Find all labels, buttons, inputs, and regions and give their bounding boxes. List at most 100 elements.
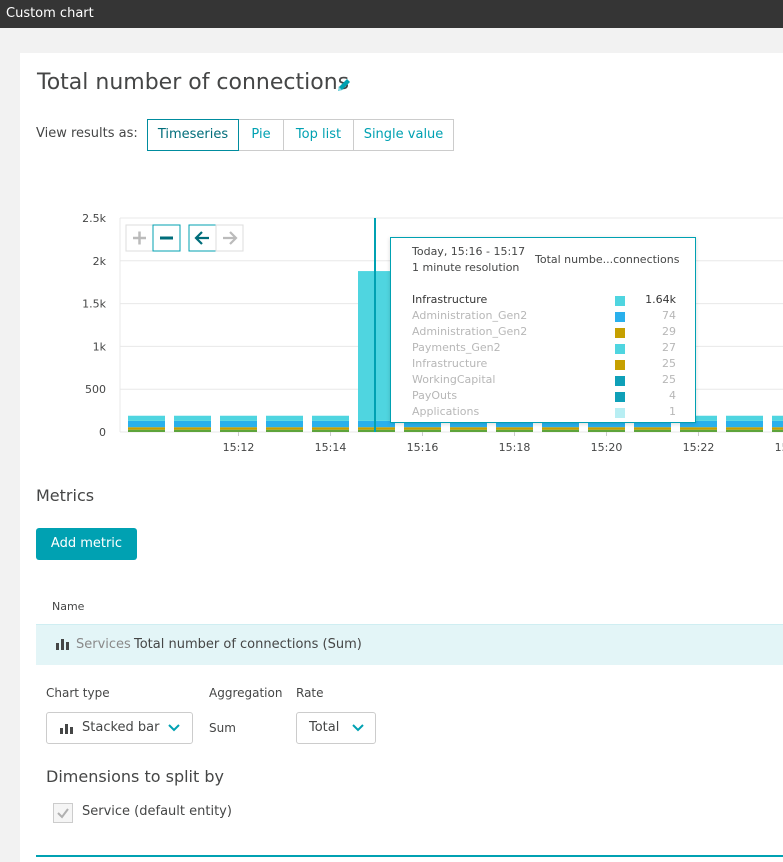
tooltip-row: Infrastructure 25 [412, 357, 678, 373]
tooltip-row-name: PayOuts [412, 389, 458, 402]
bar-segment [680, 427, 717, 430]
tooltip-resolution: 1 minute resolution [412, 261, 520, 274]
x-tick-label: 15:24 [775, 441, 783, 454]
bar-segment [772, 415, 783, 421]
x-tick-label: 15:16 [407, 441, 439, 454]
y-tick-label: 1.5k [82, 298, 106, 311]
view-pie-button[interactable]: Pie [238, 119, 284, 151]
y-tick-label: 1k [93, 340, 107, 353]
plus-icon[interactable] [125, 224, 154, 252]
bar-segment [726, 427, 763, 430]
tooltip-row-swatch [615, 328, 625, 338]
tooltip-row-value: 25 [662, 357, 676, 370]
metric-row[interactable]: Services Total number of connections (Su… [36, 624, 783, 665]
x-tick-label: 15:20 [591, 441, 623, 454]
tooltip-row: WorkingCapital 25 [412, 373, 678, 389]
tooltip-row-swatch [615, 360, 625, 370]
bar-segment [634, 420, 671, 428]
x-tick-label: 15:18 [499, 441, 531, 454]
bar-segment [726, 420, 763, 428]
bar-segment [358, 271, 395, 421]
bar-segment [220, 420, 257, 428]
dimensions-heading: Dimensions to split by [46, 767, 224, 786]
tooltip-date: Today, 15:16 - 15:17 [412, 245, 526, 258]
view-timeseries-button[interactable]: Timeseries [147, 119, 239, 151]
bar-segment [128, 427, 165, 430]
bar-segment [358, 427, 395, 430]
bar-segment [358, 429, 395, 432]
bar-segment [450, 429, 487, 432]
bar-segment [496, 420, 533, 428]
add-metric-button[interactable]: Add metric [36, 528, 137, 560]
dimension-checkbox[interactable] [53, 803, 73, 823]
bar-segment [174, 427, 211, 430]
rate-value: Total [309, 720, 340, 735]
tooltip-row-name: Infrastructure [412, 357, 488, 370]
bar-segment [726, 415, 763, 421]
bar-segment [220, 415, 257, 421]
checkmark-icon [57, 808, 69, 819]
tooltip-row-name: Payments_Gen2 [412, 341, 501, 354]
arrow-left-icon[interactable] [188, 224, 217, 252]
bar-segment [174, 415, 211, 421]
chart-type-value: Stacked bar [82, 720, 160, 735]
tooltip-row-swatch [615, 312, 625, 322]
aggregation-value: Sum [209, 721, 236, 735]
tooltip-row-swatch [615, 392, 625, 402]
bar-segment [496, 429, 533, 432]
x-tick-label: 15:14 [315, 441, 347, 454]
tooltip-row-value: 1.64k [645, 293, 676, 306]
bar-segment [542, 427, 579, 430]
view-toplist-button[interactable]: Top list [283, 119, 354, 151]
y-tick-label: 2.5k [82, 212, 106, 225]
arrow-right-icon[interactable] [215, 224, 244, 252]
bar-segment [404, 429, 441, 432]
bar-segment [680, 420, 717, 428]
chart-type-select[interactable]: Stacked bar [46, 712, 193, 744]
bar-segment [680, 415, 717, 421]
tooltip-row-value: 27 [662, 341, 676, 354]
tooltip-row: Administration_Gen2 74 [412, 309, 678, 325]
tooltip-row-name: WorkingCapital [412, 373, 496, 386]
bar-segment [128, 415, 165, 421]
chart-type-label: Chart type [46, 686, 110, 700]
bar-chart-icon [60, 724, 73, 734]
y-tick-label: 500 [85, 383, 106, 396]
tooltip-row-value: 25 [662, 373, 676, 386]
bar-segment [588, 429, 625, 432]
bar-segment [404, 427, 441, 430]
tooltip-row-name: Applications [412, 405, 480, 418]
y-tick-label: 0 [99, 426, 106, 439]
tooltip-metric: Total numbe...connections [535, 253, 680, 266]
column-header-name: Name [52, 600, 85, 613]
bar-segment [312, 429, 349, 432]
bar-segment [220, 429, 257, 432]
bar-segment [588, 420, 625, 428]
view-results-label: View results as: [36, 126, 138, 141]
chevron-down-icon [168, 724, 180, 732]
tooltip-row: Payments_Gen2 27 [412, 341, 678, 357]
tooltip-row-value: 74 [662, 309, 676, 322]
pencil-icon[interactable] [335, 76, 353, 94]
bar-segment [312, 427, 349, 430]
bar-segment [542, 420, 579, 428]
view-singlevalue-button[interactable]: Single value [353, 119, 454, 151]
tooltip-row: Administration_Gen2 29 [412, 325, 678, 341]
section-divider [36, 855, 783, 857]
bar-segment [312, 415, 349, 421]
rate-select[interactable]: Total [296, 712, 376, 744]
x-tick-label: 15:22 [683, 441, 715, 454]
tooltip-row: Applications 1 [412, 405, 678, 421]
bar-segment [220, 427, 257, 430]
bar-segment [174, 429, 211, 432]
x-tick-label: 15:12 [223, 441, 255, 454]
bar-segment [174, 420, 211, 428]
window-title: Custom chart [6, 6, 94, 21]
tooltip-row-value: 4 [669, 389, 676, 402]
minus-icon[interactable] [152, 224, 181, 252]
bar-segment [680, 429, 717, 432]
bar-segment [266, 429, 303, 432]
bar-segment [772, 429, 783, 432]
bar-segment [726, 429, 763, 432]
metric-row-entity: Services [76, 637, 131, 652]
